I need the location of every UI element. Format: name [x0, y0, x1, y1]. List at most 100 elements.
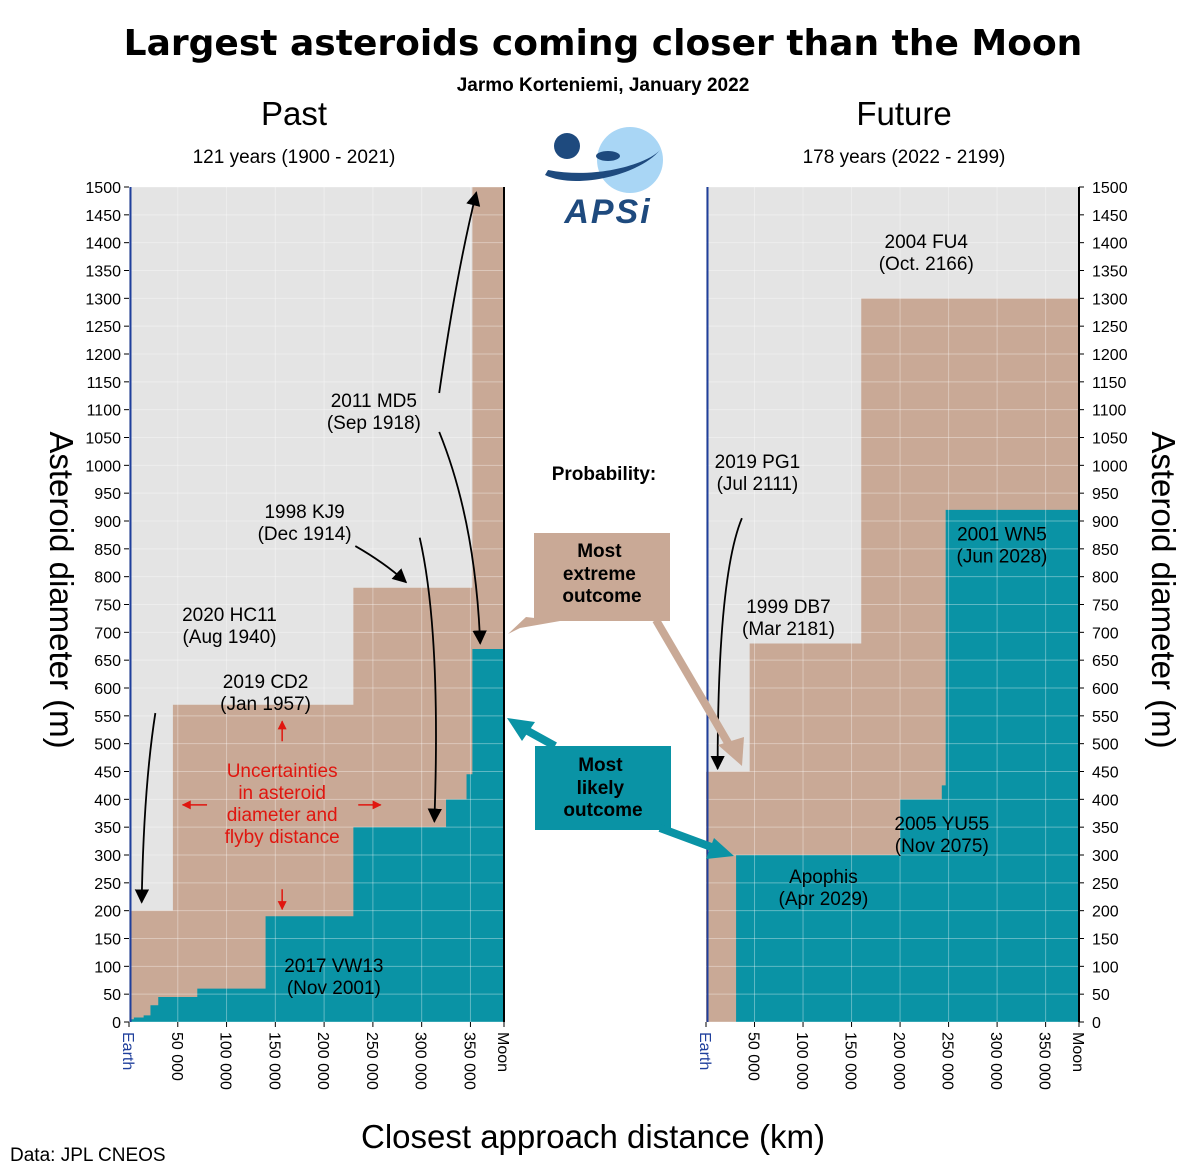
series-likely-area — [129, 649, 504, 1022]
x-tick-label-moon: Moon — [1069, 1032, 1086, 1072]
annotation-name: 2020 HC11 — [182, 605, 277, 626]
legend-likely-swatch — [535, 746, 671, 830]
y-tick-label: 400 — [1092, 792, 1119, 809]
y-tick-label: 1100 — [87, 403, 122, 420]
legend-likely-line-1: Most — [578, 755, 623, 776]
chart-title: Largest asteroids coming closer than the… — [124, 23, 1083, 64]
legend-likely: Most likely outcome — [507, 718, 734, 859]
past-subheading: 121 years (1900 - 2021) — [193, 147, 396, 168]
y-tick-label: 500 — [1092, 737, 1119, 754]
y-tick-label: 1150 — [87, 375, 122, 392]
annotation-arrow — [418, 537, 443, 824]
data-source: Data: JPL CNEOS — [10, 1145, 166, 1166]
x-tick-label: 50 000 — [745, 1032, 762, 1081]
y-tick-label: 700 — [1092, 625, 1119, 642]
y-tick-label: 1350 — [1092, 264, 1128, 281]
annotation-label: 2020 HC11 (Aug 1940) — [182, 605, 277, 648]
legend-likely-line-3: outcome — [563, 800, 642, 821]
x-tick-label: 50 000 — [168, 1032, 185, 1081]
x-axis-label: Closest approach distance (km) — [361, 1118, 825, 1155]
logo-small-sphere — [554, 133, 580, 159]
legend-extreme-line-2: extreme — [563, 564, 636, 585]
legend-extreme-arrow-right-head — [718, 737, 744, 766]
annotation-date: (Jul 2111) — [717, 474, 799, 495]
y-tick-label: 450 — [1092, 765, 1119, 782]
y-tick-label: 50 — [103, 987, 121, 1004]
y-tick-label: 950 — [1092, 486, 1119, 503]
x-tick-label: 150 000 — [842, 1032, 859, 1090]
annotation-arrow — [438, 431, 487, 645]
y-tick-label: 200 — [94, 904, 121, 921]
annotation-name: 2017 VW13 — [284, 956, 383, 977]
y-tick-label: 1400 — [1092, 236, 1128, 253]
x-tick-label: 150 000 — [265, 1032, 282, 1090]
y-tick-label: 100 — [94, 959, 121, 976]
y-tick-label: 1400 — [85, 236, 121, 253]
x-tick-label-earth: Earth — [119, 1032, 136, 1070]
annotation-label: 2019 CD2 (Jan 1957) — [220, 672, 311, 715]
annotation-label: 2005 YU55 (Nov 2075) — [894, 814, 989, 857]
legend-extreme: Most extreme outcome — [508, 533, 744, 766]
annotation-date: (Jun 2028) — [957, 546, 1048, 567]
future-heading: Future — [856, 95, 951, 132]
annotation-label: 1999 DB7 (Mar 2181) — [742, 597, 835, 640]
annotation-name: Apophis — [789, 867, 858, 888]
y-tick-label: 800 — [1092, 570, 1119, 587]
y-tick-label: 150 — [1092, 932, 1119, 949]
legend-extreme-arrow-left — [508, 617, 560, 634]
x-tick-label: 300 000 — [412, 1032, 429, 1090]
annotation-name: 2001 WN5 — [957, 524, 1047, 545]
y-tick-label: 600 — [1092, 681, 1119, 698]
annotation-date: (Aug 1940) — [182, 627, 276, 648]
annotation-name: 2019 CD2 — [223, 672, 309, 693]
y-axis-label-right: Asteroid diameter (m) — [1145, 431, 1182, 748]
y-tick-label: 1200 — [85, 347, 121, 364]
y-tick-label: 550 — [94, 709, 121, 726]
annotation-label: 1998 KJ9 (Dec 1914) — [258, 502, 352, 545]
y-tick-label: 850 — [94, 542, 121, 559]
logo-text: APSi — [563, 193, 651, 231]
y-tick-label: 250 — [1092, 876, 1119, 893]
logo-orbit — [545, 150, 660, 181]
y-tick-label: 350 — [94, 820, 121, 837]
y-tick-label: 1300 — [1092, 291, 1128, 308]
x-tick-label: 100 000 — [793, 1032, 810, 1090]
x-tick-label: 350 000 — [1036, 1032, 1053, 1090]
y-tick-label: 650 — [94, 653, 121, 670]
apsi-logo: APSi — [545, 127, 663, 231]
uncertainty-line: flyby distance — [225, 827, 340, 848]
y-tick-label: 400 — [94, 792, 121, 809]
y-tick-label: 750 — [1092, 598, 1119, 615]
legend-likely-arrow-right-line — [658, 824, 716, 852]
x-tick-label: 350 000 — [460, 1032, 477, 1090]
annotation-date: (Dec 1914) — [258, 524, 352, 545]
legend-likely-label: Most likely outcome — [563, 755, 642, 821]
annotation-date: (Nov 2001) — [287, 978, 381, 999]
annotation-label: 2001 WN5 (Jun 2028) — [957, 524, 1048, 567]
annotation-name: 2011 MD5 — [331, 391, 417, 412]
annotation-name: 2004 FU4 — [885, 232, 969, 253]
y-tick-label: 300 — [94, 848, 121, 865]
legend-likely-line-2: likely — [577, 778, 625, 799]
y-tick-label: 1050 — [1092, 431, 1128, 448]
uncertainty-line: diameter and — [227, 805, 338, 826]
y-tick-label: 150 — [94, 932, 121, 949]
y-tick-label: 50 — [1092, 987, 1110, 1004]
annotation-date: (Nov 2075) — [895, 836, 989, 857]
y-tick-label: 100 — [1092, 959, 1119, 976]
y-tick-label: 900 — [1092, 514, 1119, 531]
y-tick-label: 500 — [94, 737, 121, 754]
annotation-label: 2004 FU4 (Oct. 2166) — [879, 232, 974, 275]
series-likely-area — [706, 509, 1079, 1022]
y-tick-label: 1500 — [85, 180, 121, 197]
y-tick-label: 1050 — [85, 431, 121, 448]
y-tick-label: 1300 — [85, 291, 121, 308]
y-tick-label: 750 — [94, 598, 121, 615]
y-axis-label-left: Asteroid diameter (m) — [43, 431, 80, 748]
y-tick-label: 1250 — [85, 319, 121, 336]
y-tick-label: 650 — [1092, 653, 1119, 670]
logo-orbit-knot — [596, 151, 620, 161]
annotation-arrow — [134, 712, 157, 904]
y-tick-label: 600 — [94, 681, 121, 698]
